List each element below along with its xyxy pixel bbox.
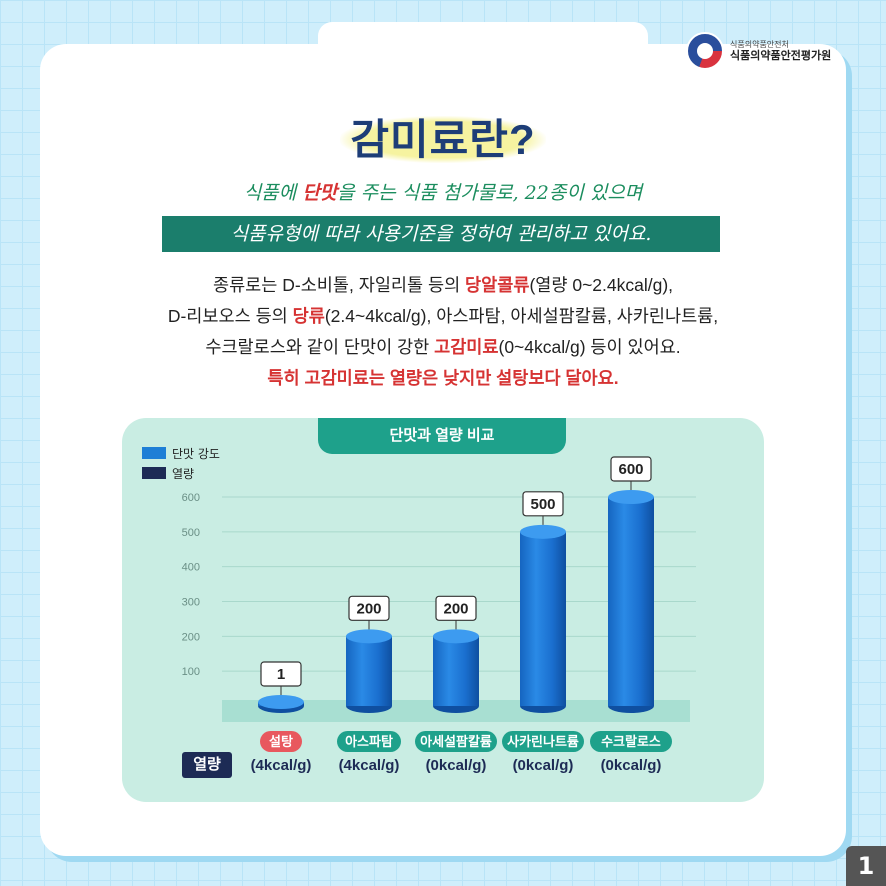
desc-l3-post: (0~4kcal/g) 등이 있어요. bbox=[498, 337, 681, 357]
category-tag: 수크랄로스 bbox=[590, 731, 672, 752]
intro-line-1: 식품에 단맛을 주는 식품 첨가물로, 22종이 있으며 bbox=[0, 178, 886, 205]
data-label: 1 bbox=[277, 666, 285, 683]
description: 종류로는 D-소비톨, 자일리톨 등의 당알콜류(열량 0~2.4kcal/g)… bbox=[0, 270, 886, 394]
government-emblem-icon bbox=[686, 32, 724, 70]
desc-l2-post: (2.4~4kcal/g), 아스파탐, 아세설팜칼륨, 사카린나트륨, bbox=[324, 306, 719, 326]
y-tick-label: 300 bbox=[182, 597, 200, 609]
description-line-3: 수크랄로스와 같이 단맛이 강한 고감미료(0~4kcal/g) 등이 있어요. bbox=[0, 332, 886, 363]
description-line-4: 특히 고감미료는 열량은 낮지만 설탕보다 달아요. bbox=[267, 368, 619, 388]
calorie-value: (4kcal/g) bbox=[338, 757, 400, 774]
category-tag: 설탕 bbox=[260, 731, 302, 752]
desc-l2-red: 당류 bbox=[292, 306, 325, 326]
legend-swatch-cal bbox=[142, 467, 166, 479]
calorie-value: (0kcal/g) bbox=[600, 757, 662, 774]
chart-title: 단맛과 열량 비교 bbox=[318, 418, 566, 454]
intro-line-1-post: 을 주는 식품 첨가물로, 22종이 있으며 bbox=[337, 182, 643, 204]
category-tag: 사카린나트륨 bbox=[502, 731, 584, 752]
y-tick-label: 400 bbox=[182, 562, 200, 574]
bar bbox=[608, 497, 654, 706]
y-tick-label: 200 bbox=[182, 631, 200, 643]
calorie-value: (0kcal/g) bbox=[425, 757, 487, 774]
bar-top bbox=[258, 695, 304, 709]
y-tick-label: 500 bbox=[182, 527, 200, 539]
data-label: 200 bbox=[356, 600, 381, 617]
category-tag: 아스파탐 bbox=[337, 731, 401, 752]
intro-line-1-pre: 식품에 bbox=[243, 182, 303, 204]
desc-l1-pre: 종류로는 D-소비톨, 자일리톨 등의 bbox=[212, 275, 466, 295]
desc-l1-red: 당알콜류 bbox=[465, 275, 530, 295]
data-label: 500 bbox=[530, 496, 555, 513]
y-tick-label: 600 bbox=[182, 492, 200, 504]
page-number: 1 bbox=[846, 846, 886, 886]
bar bbox=[433, 636, 479, 706]
description-line-2: D-리보오스 등의 당류(2.4~4kcal/g), 아스파탐, 아세설팜칼륨,… bbox=[0, 301, 886, 332]
chart-legend: 단맛 강도 열량 bbox=[142, 443, 220, 483]
intro-line-1-highlight: 단맛 bbox=[302, 182, 338, 204]
legend-label-sweet: 단맛 강도 bbox=[172, 446, 220, 461]
bar-top bbox=[520, 524, 566, 539]
legend-label-cal: 열량 bbox=[172, 466, 195, 481]
description-line-1: 종류로는 D-소비톨, 자일리톨 등의 당알콜류(열량 0~2.4kcal/g)… bbox=[0, 270, 886, 301]
desc-l1-post: (열량 0~2.4kcal/g), bbox=[529, 275, 674, 295]
intro-line-2: 식품유형에 따라 사용기준을 정하여 관리하고 있어요. bbox=[162, 216, 720, 252]
desc-l2-pre: D-리보오스 등의 bbox=[167, 306, 293, 326]
legend-swatch-sweet bbox=[142, 447, 166, 459]
bar bbox=[520, 531, 566, 706]
page-title-text: 감미료란? bbox=[340, 116, 546, 163]
data-label: 600 bbox=[618, 461, 643, 478]
legend-item-cal: 열량 bbox=[142, 463, 220, 483]
legend-item-sweet: 단맛 강도 bbox=[142, 443, 220, 463]
y-tick-label: 100 bbox=[182, 666, 200, 678]
data-label: 200 bbox=[443, 600, 468, 617]
logo-ministry-text: 식품의약품안전처 bbox=[730, 39, 789, 49]
page-title: 감미료란? bbox=[0, 106, 886, 167]
calorie-value: (0kcal/g) bbox=[512, 757, 574, 774]
mfds-logo: 식품의약품안전처 식품의약품안전평가원 bbox=[686, 32, 831, 70]
bar-top bbox=[346, 629, 392, 644]
bar-top bbox=[433, 629, 479, 644]
logo-institute-text: 식품의약품안전평가원 bbox=[730, 49, 832, 63]
bar bbox=[346, 636, 392, 706]
category-tag: 아세설팜칼륨 bbox=[415, 731, 497, 752]
desc-l3-pre: 수크랄로스와 같이 단맛이 강한 bbox=[205, 337, 435, 357]
calorie-value: (4kcal/g) bbox=[250, 757, 312, 774]
calorie-row-label: 열량 bbox=[182, 752, 232, 778]
bar-top bbox=[608, 490, 654, 504]
desc-l3-red: 고감미료 bbox=[434, 337, 499, 357]
